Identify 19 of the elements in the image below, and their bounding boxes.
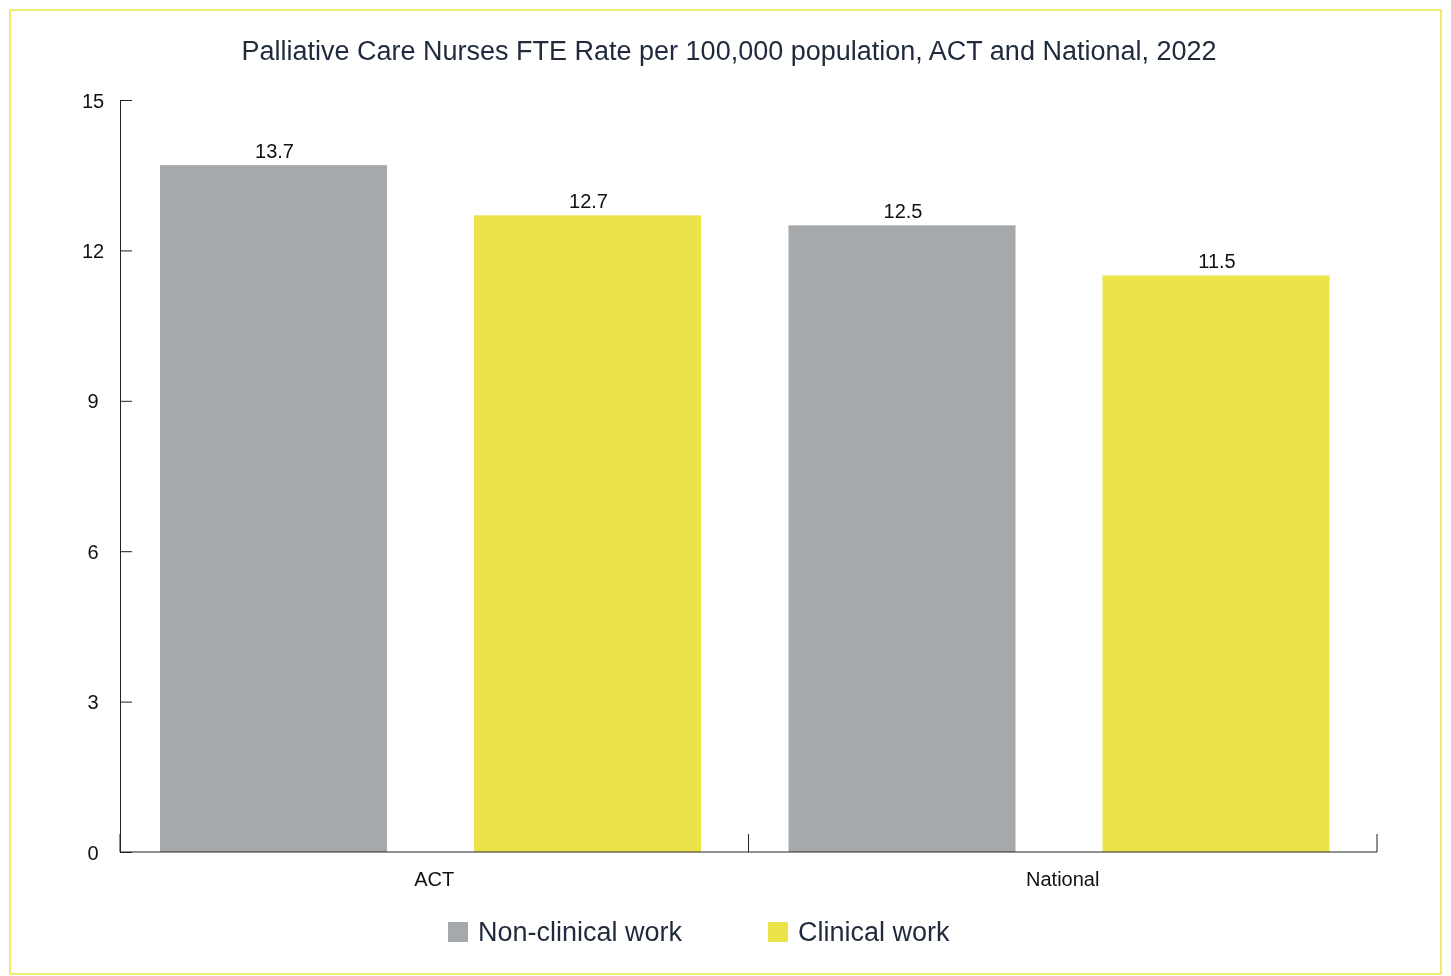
- y-tick-label: 6: [87, 540, 99, 563]
- data-label: 13.7: [255, 140, 294, 163]
- y-tick-label: 3: [87, 691, 99, 714]
- x-tick-label: ACT: [414, 868, 455, 890]
- bar: [788, 225, 1016, 852]
- bar: [1102, 275, 1330, 852]
- bar: [160, 165, 387, 852]
- data-label: 11.5: [1198, 250, 1236, 273]
- bar: [474, 215, 701, 852]
- x-tick-label: National: [1026, 868, 1100, 890]
- y-tick-label: 9: [87, 390, 99, 413]
- data-label: 12.5: [883, 200, 923, 223]
- y-tick-label: 12: [81, 239, 105, 262]
- legend-label: Non-clinical work: [478, 917, 683, 947]
- chart-title: Palliative Care Nurses FTE Rate per 100,000 population, ACT and National, 2022: [241, 36, 1217, 66]
- legend-label: Clinical work: [798, 917, 951, 947]
- data-label: 12.7: [569, 190, 608, 213]
- y-tick-label: 15: [81, 89, 105, 112]
- y-tick-label: 0: [87, 841, 99, 864]
